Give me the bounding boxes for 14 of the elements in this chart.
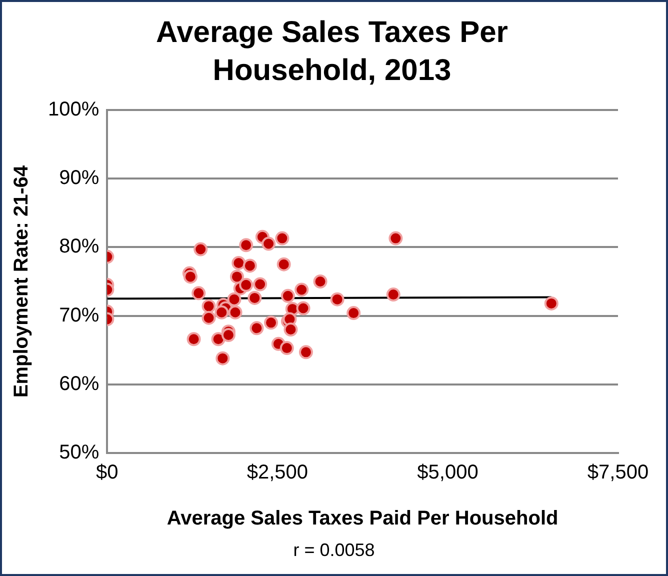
- y-tick-label: 70%: [59, 304, 100, 326]
- y-tick-label: 50%: [59, 442, 100, 464]
- chart-title: Average Sales Taxes Per Household, 2013: [155, 15, 509, 89]
- x-tick-label: $2,500: [246, 462, 308, 484]
- x-tick-label: $5,000: [417, 462, 478, 484]
- y-axis-title: Employment Rate: 21-64: [10, 164, 33, 398]
- y-tick-label: 60%: [59, 372, 100, 395]
- x-axis-title: Average Sales Taxes Paid Per Household: [166, 508, 558, 530]
- y-tick-label: 90%: [59, 167, 100, 190]
- y-tick-label: 80%: [59, 236, 100, 258]
- text: r = 0.0058: [292, 540, 376, 561]
- x-tick-label: $7,500: [587, 462, 649, 484]
- y-tick-label: 100%: [48, 98, 100, 121]
- x-tick-label: $0: [96, 462, 118, 484]
